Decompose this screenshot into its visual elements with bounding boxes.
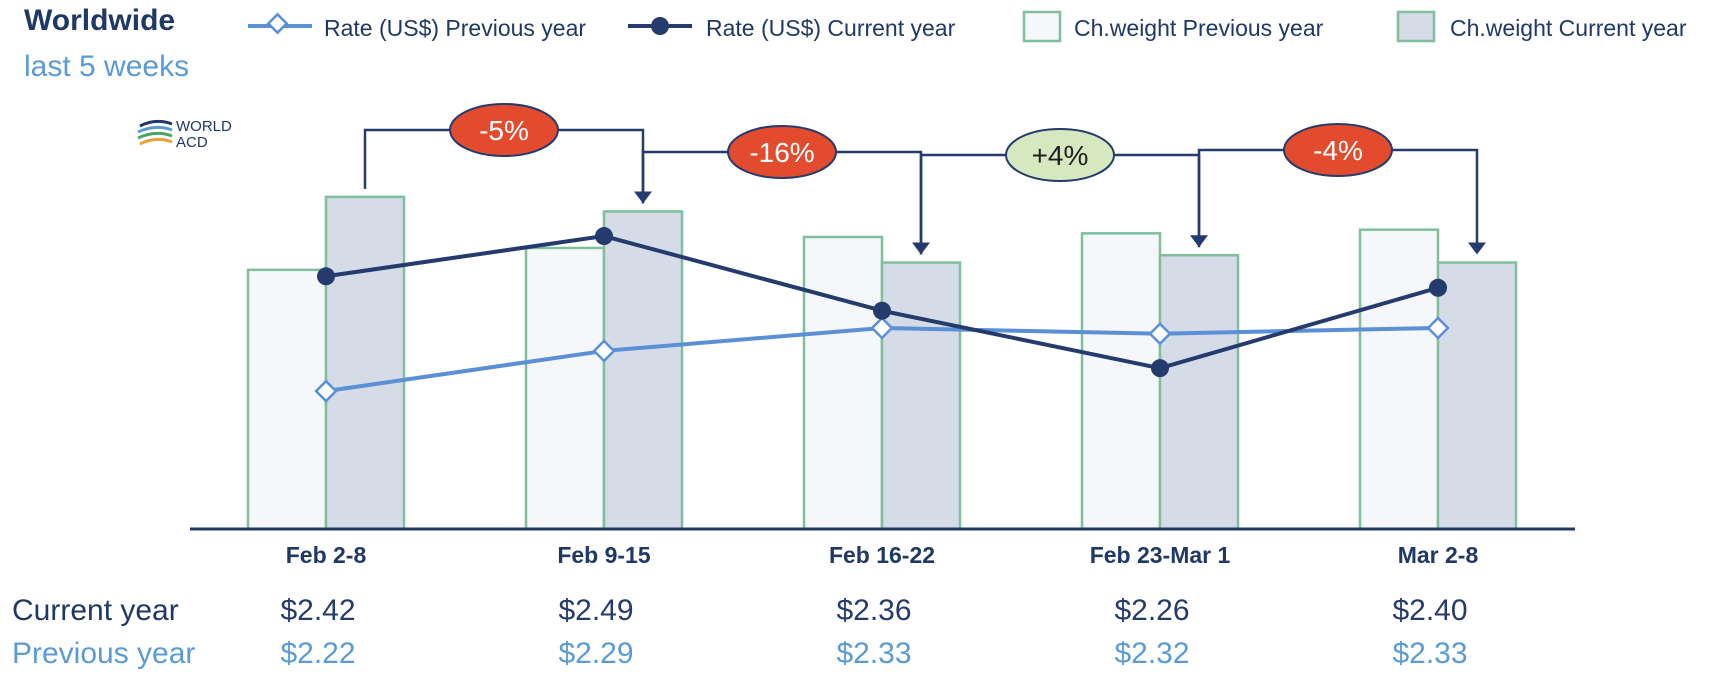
point-rate-previous-2 [870,316,894,340]
rate-current-1: $2.49 [558,594,633,627]
logo-line-2: ACD [176,134,208,151]
rate-previous-0: $2.22 [280,637,355,670]
rate-current-2: $2.36 [836,594,911,627]
rate-previous-1: $2.29 [558,637,633,670]
change-badge-3 [1283,123,1393,177]
legend-swatch-weight-previous [1022,10,1062,43]
bar-weight-current-0 [324,195,406,531]
x-tick-label-1: Feb 9-15 [557,542,651,568]
bar-weight-previous-4 [1358,228,1440,531]
change-arrows: -5% -16% +4% -4% [363,103,1486,255]
x-tick-labels: Feb 2-8 Feb 9-15 Feb 16-22 Feb 23-Mar 1 Mar … [286,542,1479,568]
rate-current-0: $2.42 [280,594,355,627]
weight-bars [246,195,1518,531]
legend-marker-rate-current [651,17,669,35]
row-label-previous-year: Previous year [12,637,195,670]
x-tick-label-2: Feb 16-22 [829,542,935,568]
change-label-0: -5% [479,115,529,146]
point-rate-current-3 [1151,359,1169,378]
bar-weight-current-3 [1158,254,1240,531]
legend: Rate (US$) Previous year Rate (US$) Curr… [248,10,1687,43]
legend-label-weight-previous: Ch.weight Previous year [1074,15,1324,41]
point-rate-current-4 [1429,278,1447,297]
change-badge-0 [449,103,559,157]
point-rate-previous-1 [592,339,616,363]
rate-previous-4: $2.33 [1392,637,1467,670]
point-rate-current-2 [873,301,891,320]
point-rate-previous-3 [1148,322,1172,346]
chart-subtitle: last 5 weeks [24,50,190,83]
point-rate-previous-4 [1426,316,1450,340]
bar-weight-previous-1 [524,246,606,531]
bar-weight-current-2 [880,261,962,531]
legend-label-weight-current: Ch.weight Current year [1450,15,1687,41]
rate-table: Current year Previous year $2.42 $2.49 $2.36… [12,594,1468,670]
rate-points [314,227,1450,403]
bar-weight-previous-3 [1080,232,1162,531]
x-tick-label-0: Feb 2-8 [286,542,367,568]
change-badge-1 [727,125,837,179]
rate-previous-3: $2.32 [1114,637,1189,670]
change-label-3: -4% [1313,135,1363,166]
legend-label-rate-previous: Rate (US$) Previous year [324,15,586,41]
legend-swatch-weight-current [1396,10,1436,43]
bar-weight-current-1 [602,210,684,531]
legend-label-rate-current: Rate (US$) Current year [706,15,956,41]
bar-weight-previous-0 [246,268,328,531]
point-rate-previous-0 [314,379,338,403]
x-tick-label-4: Mar 2-8 [1398,542,1479,568]
bar-weight-previous-2 [802,235,884,531]
world-acd-logo: WORLD ACD [137,118,232,151]
bar-weight-current-4 [1436,261,1518,531]
change-badge-2 [1005,128,1115,182]
chart-title: Worldwide [24,4,176,37]
change-arrow-head-3 [1468,242,1486,255]
rate-previous-2: $2.33 [836,637,911,670]
logo-line-1: WORLD [176,118,232,135]
row-label-current-year: Current year [12,594,179,627]
rate-current-4: $2.40 [1392,594,1467,627]
change-label-2: +4% [1032,140,1089,171]
change-label-1: -16% [749,137,814,168]
point-rate-current-1 [595,227,613,246]
x-tick-label-3: Feb 23-Mar 1 [1090,542,1231,568]
legend-marker-rate-previous [266,12,289,35]
point-rate-current-0 [317,267,335,286]
rate-current-3: $2.26 [1114,594,1189,627]
